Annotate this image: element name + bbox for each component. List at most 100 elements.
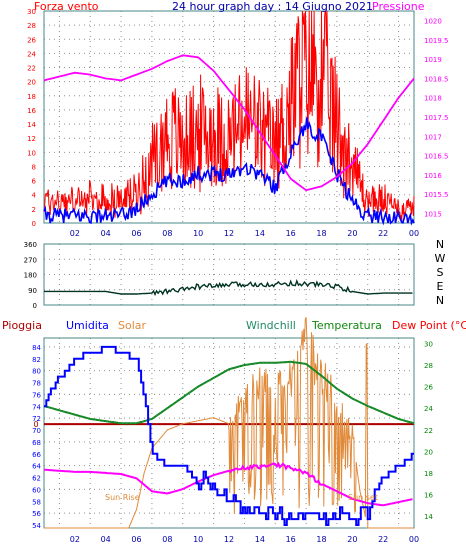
wind-axis-tick: 18	[27, 93, 36, 101]
dewpoint-line	[43, 461, 413, 507]
sunrise-label: Sun Rise	[105, 493, 140, 502]
pressure-axis-tick: 1020	[424, 18, 442, 26]
wind-direction-line	[44, 278, 413, 297]
pressure-axis-tick: 1019	[424, 56, 442, 64]
x-axis-tick: 06	[131, 535, 141, 544]
x-axis-tick: 12	[224, 229, 234, 238]
temperature-axis-tick: 16	[424, 492, 433, 500]
pressure-axis-tick: 1018	[424, 95, 442, 103]
windchill-legend-label: Windchill	[246, 319, 296, 332]
x-axis-tick: 02	[70, 229, 80, 238]
humidity-line	[44, 345, 414, 526]
humidity-axis-tick: 78	[32, 380, 41, 388]
x-axis-tick: 12	[224, 535, 234, 544]
pressure-axis-tick: 1017.5	[424, 114, 449, 122]
humidity-axis-tick: 84	[32, 344, 41, 352]
x-axis-tick: 14	[255, 535, 265, 544]
humidity-axis-tick: 68	[32, 439, 41, 447]
direction-axis-tick: 90	[28, 287, 37, 295]
pressure-axis-tick: 1016	[424, 172, 442, 180]
x-axis-tick: 18	[316, 535, 326, 544]
temperature-axis-tick: 26	[424, 384, 433, 392]
temperature-axis-tick: 28	[424, 362, 433, 370]
compass-letter: N	[436, 238, 444, 251]
wind-axis-tick: 24	[27, 50, 36, 58]
pressure-axis-tick: 1016.5	[424, 153, 449, 161]
x-axis-tick: 22	[378, 229, 388, 238]
temperature-axis-tick: 20	[424, 448, 433, 456]
wind-axis-tick: 12	[27, 135, 36, 143]
temperature-axis-tick: 30	[424, 340, 433, 348]
humidity-axis-tick: 82	[32, 356, 41, 364]
x-axis-tick: 20	[347, 535, 357, 544]
wind-axis-tick: 30	[27, 8, 36, 16]
temperature-line	[43, 360, 415, 425]
wind-axis-tick: 20	[27, 79, 36, 87]
rain-axis-tick: 0	[33, 420, 38, 429]
x-axis-tick: 16	[286, 535, 296, 544]
x-axis-tick: 08	[162, 229, 172, 238]
pressure-axis-tick: 1018.5	[424, 75, 449, 83]
x-axis-tick: 14	[255, 229, 265, 238]
wind-gust-line	[43, 117, 415, 226]
humidity-axis-tick: 58	[32, 498, 41, 506]
humidity-legend-label: Umidita	[66, 319, 109, 332]
x-axis-tick: 10	[193, 535, 203, 544]
humidity-axis-tick: 80	[32, 368, 41, 376]
wind-speed-line	[43, 10, 415, 223]
humidity-axis-tick: 60	[32, 486, 41, 494]
pressure-axis-tick: 1015.5	[424, 191, 449, 199]
wind-axis-tick: 10	[27, 149, 36, 157]
direction-axis-tick: 180	[24, 272, 37, 280]
temperature-axis-tick: 14	[424, 513, 433, 521]
humidity-axis-tick: 56	[32, 510, 41, 518]
x-axis-tick: 06	[131, 229, 141, 238]
wind-axis-tick: 6	[32, 178, 37, 186]
wind-axis-tick: 28	[27, 22, 36, 30]
humidity-axis-tick: 66	[32, 451, 41, 459]
wind-axis-tick: 16	[27, 107, 36, 115]
compass-letter: W	[435, 252, 446, 265]
wind-axis-tick: 26	[27, 36, 36, 44]
wind-axis-tick: 0	[32, 220, 36, 228]
humidity-axis-tick: 70	[32, 427, 41, 435]
compass-letter: S	[437, 266, 444, 279]
x-axis-tick: 08	[162, 535, 172, 544]
panel2-frame	[43, 243, 415, 306]
x-axis-tick: 22	[378, 535, 388, 544]
pressure-legend-label: Pressione	[372, 0, 425, 13]
temperature-legend-label: Temperatura	[312, 319, 382, 332]
pressure-axis-tick: 1019.5	[424, 37, 449, 45]
panel1-frame	[43, 10, 415, 224]
direction-axis-tick: 270	[24, 256, 37, 264]
x-axis-tick: 20	[347, 229, 357, 238]
humidity-axis-tick: 62	[32, 475, 41, 483]
solar-line	[44, 317, 414, 529]
dewpoint-legend-label: Dew Point (°C)	[392, 319, 466, 332]
compass-letter: N	[436, 294, 444, 307]
pressure-axis-tick: 1017	[424, 133, 442, 141]
humidity-axis-tick: 72	[32, 415, 41, 423]
wind-axis-tick: 4	[32, 192, 37, 200]
temperature-axis-tick: 18	[424, 470, 433, 478]
temperature-axis-tick: 22	[424, 427, 433, 435]
x-axis-tick: 18	[316, 229, 326, 238]
x-axis-tick: 02	[70, 535, 80, 544]
solar-legend-label: Solar	[118, 319, 147, 332]
pressure-line	[43, 54, 415, 192]
chart-title: 24 hour graph day : 14 Giugno 2021	[172, 0, 374, 13]
humidity-axis-tick: 76	[32, 391, 41, 399]
rain-legend-label: Pioggia	[2, 319, 42, 332]
pressure-axis-tick: 1015	[424, 210, 442, 218]
humidity-axis-tick: 54	[32, 522, 41, 530]
x-axis-tick: 00	[409, 229, 419, 238]
panel3-frame	[43, 337, 415, 529]
x-axis-tick: 00	[409, 535, 419, 544]
direction-axis-tick: 0	[33, 302, 37, 310]
x-axis-tick: 04	[101, 229, 111, 238]
sunset-label: Sun set	[348, 493, 378, 502]
wind-axis-tick: 2	[32, 206, 36, 214]
wind-axis-tick: 22	[27, 65, 36, 73]
